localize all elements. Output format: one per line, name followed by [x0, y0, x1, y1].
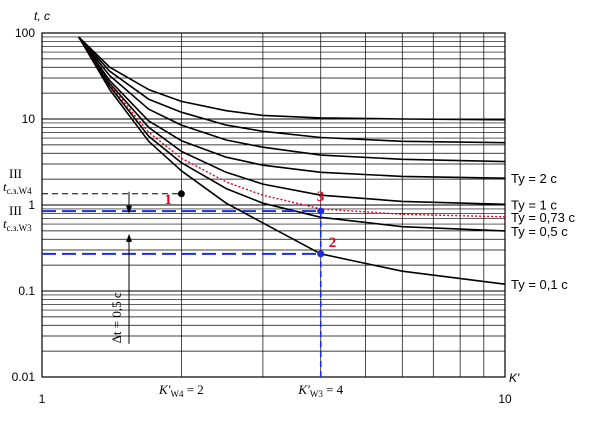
delta-arrowhead-top [126, 205, 132, 214]
series-label: Ty = 1 c [511, 197, 557, 212]
series-line [78, 36, 506, 144]
y-axis-label: t, c [34, 9, 50, 23]
marker-2 [317, 250, 325, 258]
delta-t-label: Δt = 0,5 c [109, 292, 124, 343]
series-label: Ty = 0,73 c [511, 210, 575, 225]
marker-1-label: 1 [164, 192, 172, 208]
y-tick-label: 1 [28, 198, 35, 212]
grid [41, 32, 506, 378]
series-line [78, 36, 506, 121]
k-w4-label: K′W4 = 2 [158, 382, 204, 399]
series-label: Ty = 0,5 c [511, 224, 568, 239]
y-tick-label: 100 [15, 26, 35, 40]
marker-1 [177, 190, 185, 198]
y-tick-label: 10 [22, 112, 36, 126]
series-line [78, 36, 506, 206]
t-w4-label-sup: III [9, 166, 22, 181]
delta-arrowhead-bottom [126, 233, 132, 242]
x-axis-label: K' [509, 371, 520, 385]
curves [78, 36, 506, 285]
marker-3 [317, 207, 325, 215]
series-line [78, 36, 506, 232]
series-line [78, 36, 506, 179]
marker-2-label: 2 [329, 235, 337, 251]
guides [42, 191, 322, 377]
x-tick-label: 1 [39, 392, 46, 406]
t-w3-label: tс.з.W3 [3, 216, 32, 233]
t-w4-label: tс.з.W4 [3, 179, 32, 196]
series-line [78, 36, 506, 285]
y-tick-label: 0.1 [18, 284, 35, 298]
series-label: Ty = 0,1 c [511, 277, 568, 292]
marks [177, 190, 325, 258]
t-w3-label-sup: III [9, 203, 22, 218]
series-line [78, 36, 506, 218]
marker-3-label: 3 [317, 189, 325, 205]
series-line [78, 36, 506, 163]
series-label: Ty = 2 c [511, 171, 557, 186]
y-tick-label: 0.01 [12, 370, 36, 384]
x-tick-label: 10 [498, 392, 512, 406]
k-w3-label: K′W3 = 4 [297, 382, 343, 399]
